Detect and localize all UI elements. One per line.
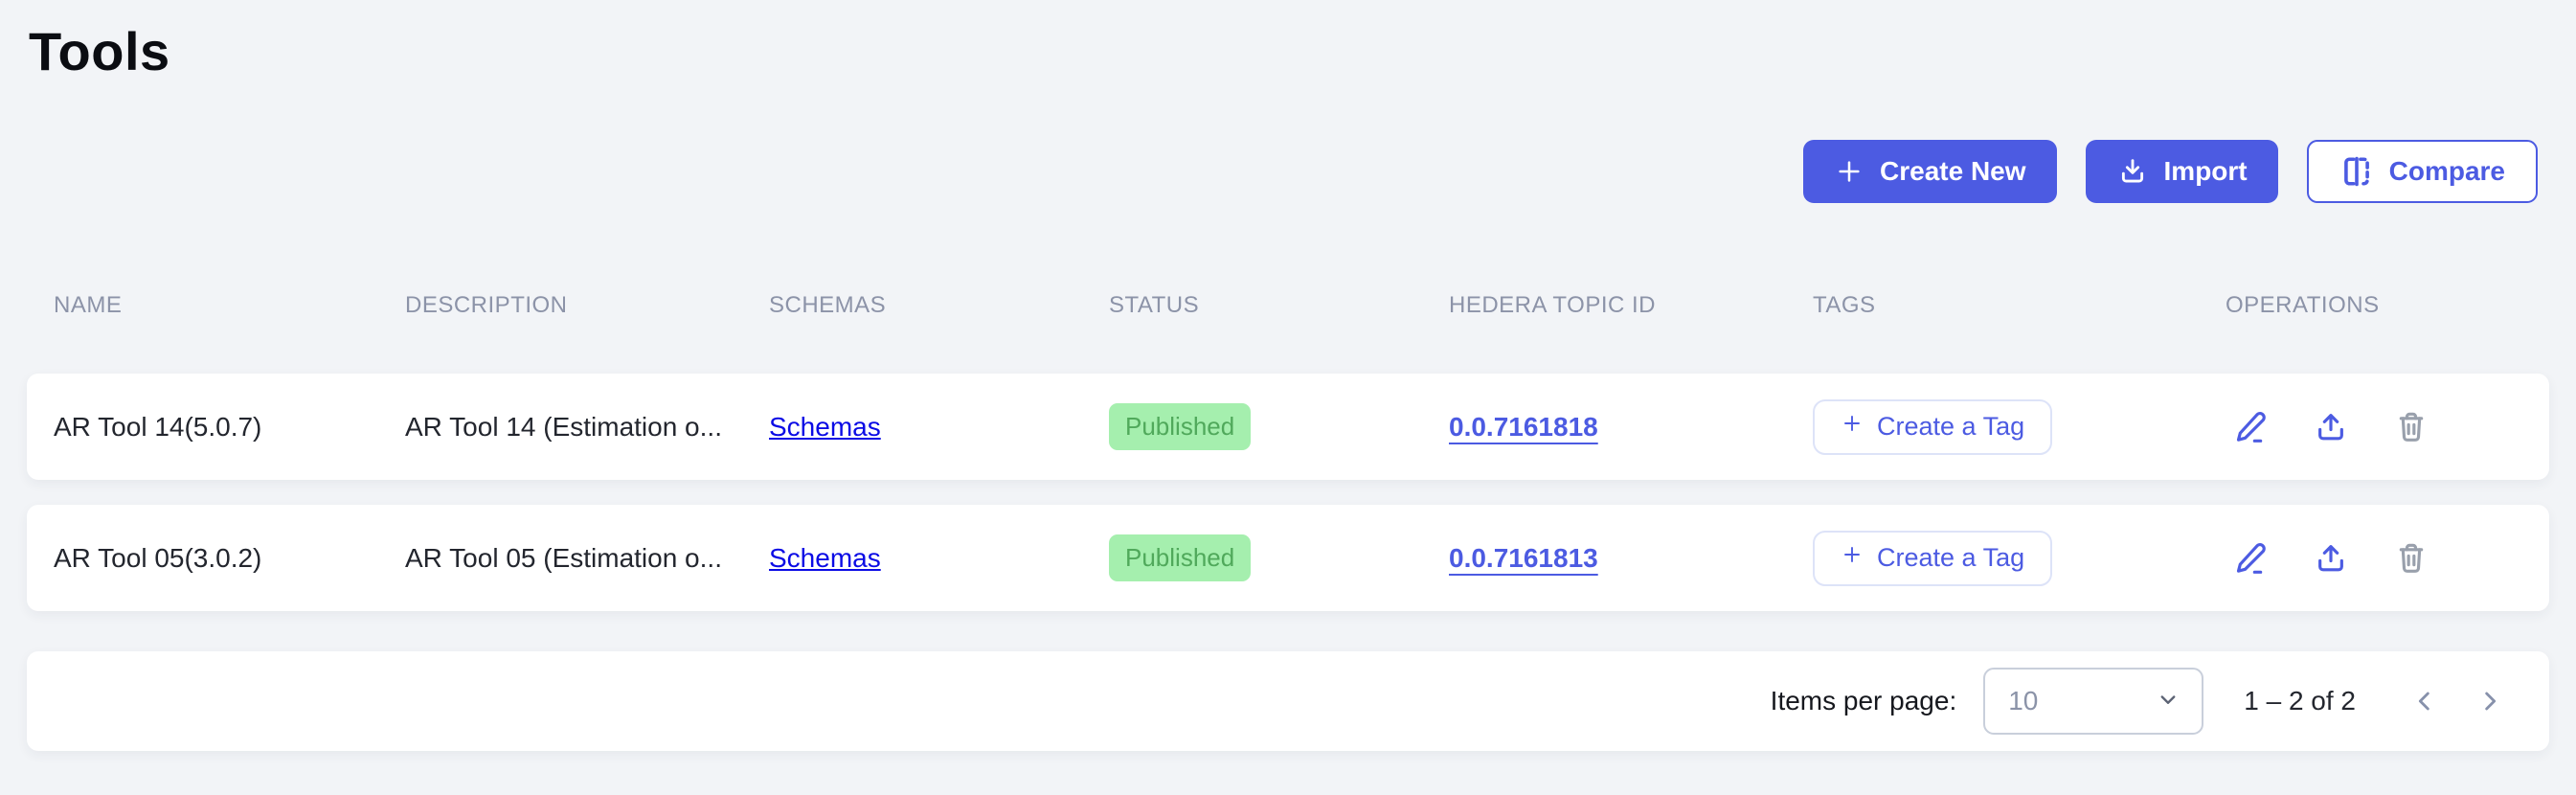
edit-icon[interactable] [2231, 539, 2270, 578]
create-tag-button[interactable]: Create a Tag [1813, 398, 2053, 455]
column-header-operations: OPERATIONS [2226, 292, 2380, 318]
compare-label: Compare [2388, 156, 2505, 186]
schemas-link[interactable]: Schemas [769, 542, 881, 573]
plus-icon [1841, 543, 1864, 573]
table-header: NAME DESCRIPTION SCHEMAS STATUS HEDERA T… [0, 285, 2576, 326]
operations-cell [2226, 539, 2522, 578]
page-title: Tools [29, 21, 170, 81]
download-icon [2116, 155, 2149, 188]
tool-description: AR Tool 05 (Estimation o... [405, 542, 722, 573]
column-header-schemas: SCHEMAS [769, 292, 887, 318]
export-icon[interactable] [2312, 408, 2350, 446]
page-size-select[interactable]: 10 [1983, 668, 2204, 735]
chevron-left-icon[interactable] [2406, 682, 2444, 720]
page-range-label: 1 – 2 of 2 [2244, 686, 2356, 716]
create-tag-label: Create a Tag [1877, 412, 2025, 441]
operations-cell [2226, 408, 2522, 446]
table-row: AR Tool 14(5.0.7) AR Tool 14 (Estimation… [27, 374, 2549, 480]
status-badge: Published [1109, 534, 1252, 581]
pager [2406, 682, 2509, 720]
create-new-label: Create New [1880, 156, 2026, 186]
page-size-value: 10 [2008, 686, 2039, 716]
create-tag-button[interactable]: Create a Tag [1813, 530, 2053, 586]
plus-icon [1834, 156, 1864, 187]
delete-icon[interactable] [2392, 408, 2430, 446]
chevron-right-icon[interactable] [2471, 682, 2509, 720]
hedera-topic-id-link[interactable]: 0.0.7161818 [1449, 411, 1598, 442]
column-header-status: STATUS [1109, 292, 1200, 318]
tool-description: AR Tool 14 (Estimation o... [405, 411, 722, 442]
tool-name: AR Tool 14(5.0.7) [54, 411, 262, 442]
pagination-bar: Items per page: 10 1 – 2 of 2 [27, 651, 2549, 751]
create-tag-label: Create a Tag [1877, 543, 2025, 572]
schemas-link[interactable]: Schemas [769, 411, 881, 442]
create-new-button[interactable]: Create New [1803, 140, 2057, 203]
toolbar: Create New Import Compare [0, 140, 2538, 203]
column-header-hedera-topic-id: HEDERA TOPIC ID [1449, 292, 1656, 318]
status-badge: Published [1109, 403, 1252, 450]
compare-button[interactable]: Compare [2306, 140, 2538, 203]
edit-icon[interactable] [2231, 408, 2270, 446]
plus-icon [1841, 412, 1864, 442]
table-row: AR Tool 05(3.0.2) AR Tool 05 (Estimation… [27, 505, 2549, 611]
column-header-description: DESCRIPTION [405, 292, 568, 318]
column-header-name: NAME [54, 292, 123, 318]
column-header-tags: TAGS [1813, 292, 1876, 318]
compare-icon [2339, 154, 2374, 189]
hedera-topic-id-link[interactable]: 0.0.7161813 [1449, 542, 1598, 573]
chevron-down-icon [2154, 685, 2182, 718]
import-button[interactable]: Import [2085, 140, 2278, 203]
delete-icon[interactable] [2392, 539, 2430, 578]
import-label: Import [2163, 156, 2248, 186]
tool-name: AR Tool 05(3.0.2) [54, 542, 262, 573]
items-per-page-label: Items per page: [1770, 686, 1957, 716]
export-icon[interactable] [2312, 539, 2350, 578]
